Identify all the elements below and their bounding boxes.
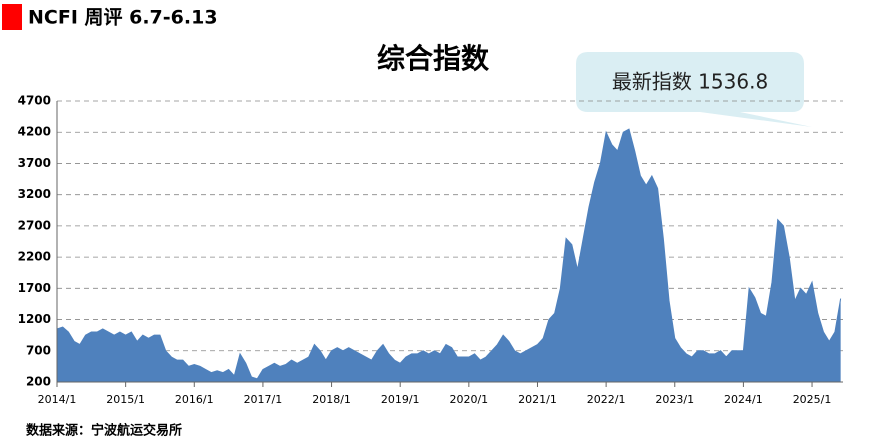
x-tick-label: 2025/1 xyxy=(793,393,832,406)
x-tick-label: 2015/1 xyxy=(106,393,145,406)
annotation: 最新指数 1536.8 xyxy=(612,70,768,94)
x-tick-label: 2014/1 xyxy=(38,393,77,406)
y-tick-label: 700 xyxy=(26,343,51,357)
x-tick-label: 2020/1 xyxy=(449,393,488,406)
y-tick-label: 2700 xyxy=(18,218,51,232)
y-tick-label: 3700 xyxy=(18,156,51,170)
x-tick-label: 2017/1 xyxy=(244,393,283,406)
x-tick-label: 2021/1 xyxy=(518,393,557,406)
x-tick-label: 2022/1 xyxy=(587,393,626,406)
source: 数据来源：宁波航运交易所 xyxy=(26,423,182,439)
y-tick-label: 3200 xyxy=(18,187,51,201)
y-tick-label: 4700 xyxy=(18,94,51,108)
x-tick-label: 2016/1 xyxy=(175,393,214,406)
header-marker xyxy=(2,4,22,30)
x-tick-label: 2024/1 xyxy=(724,393,763,406)
y-tick-label: 200 xyxy=(26,375,51,389)
y-tick-label: 1700 xyxy=(18,281,51,295)
x-tick-label: 2023/1 xyxy=(655,393,694,406)
y-tick-label: 4200 xyxy=(18,125,51,139)
header-title: NCFI 周评 6.7-6.13 xyxy=(28,7,218,29)
y-tick-label: 2200 xyxy=(18,250,51,264)
area-fill xyxy=(57,129,841,382)
x-tick-label: 2018/1 xyxy=(312,393,351,406)
annotation-bubble xyxy=(576,52,812,127)
x-tick-label: 2019/1 xyxy=(381,393,420,406)
y-tick-label: 1200 xyxy=(18,312,51,326)
area-line xyxy=(56,128,842,380)
chart-title: 综合指数 xyxy=(377,42,490,75)
